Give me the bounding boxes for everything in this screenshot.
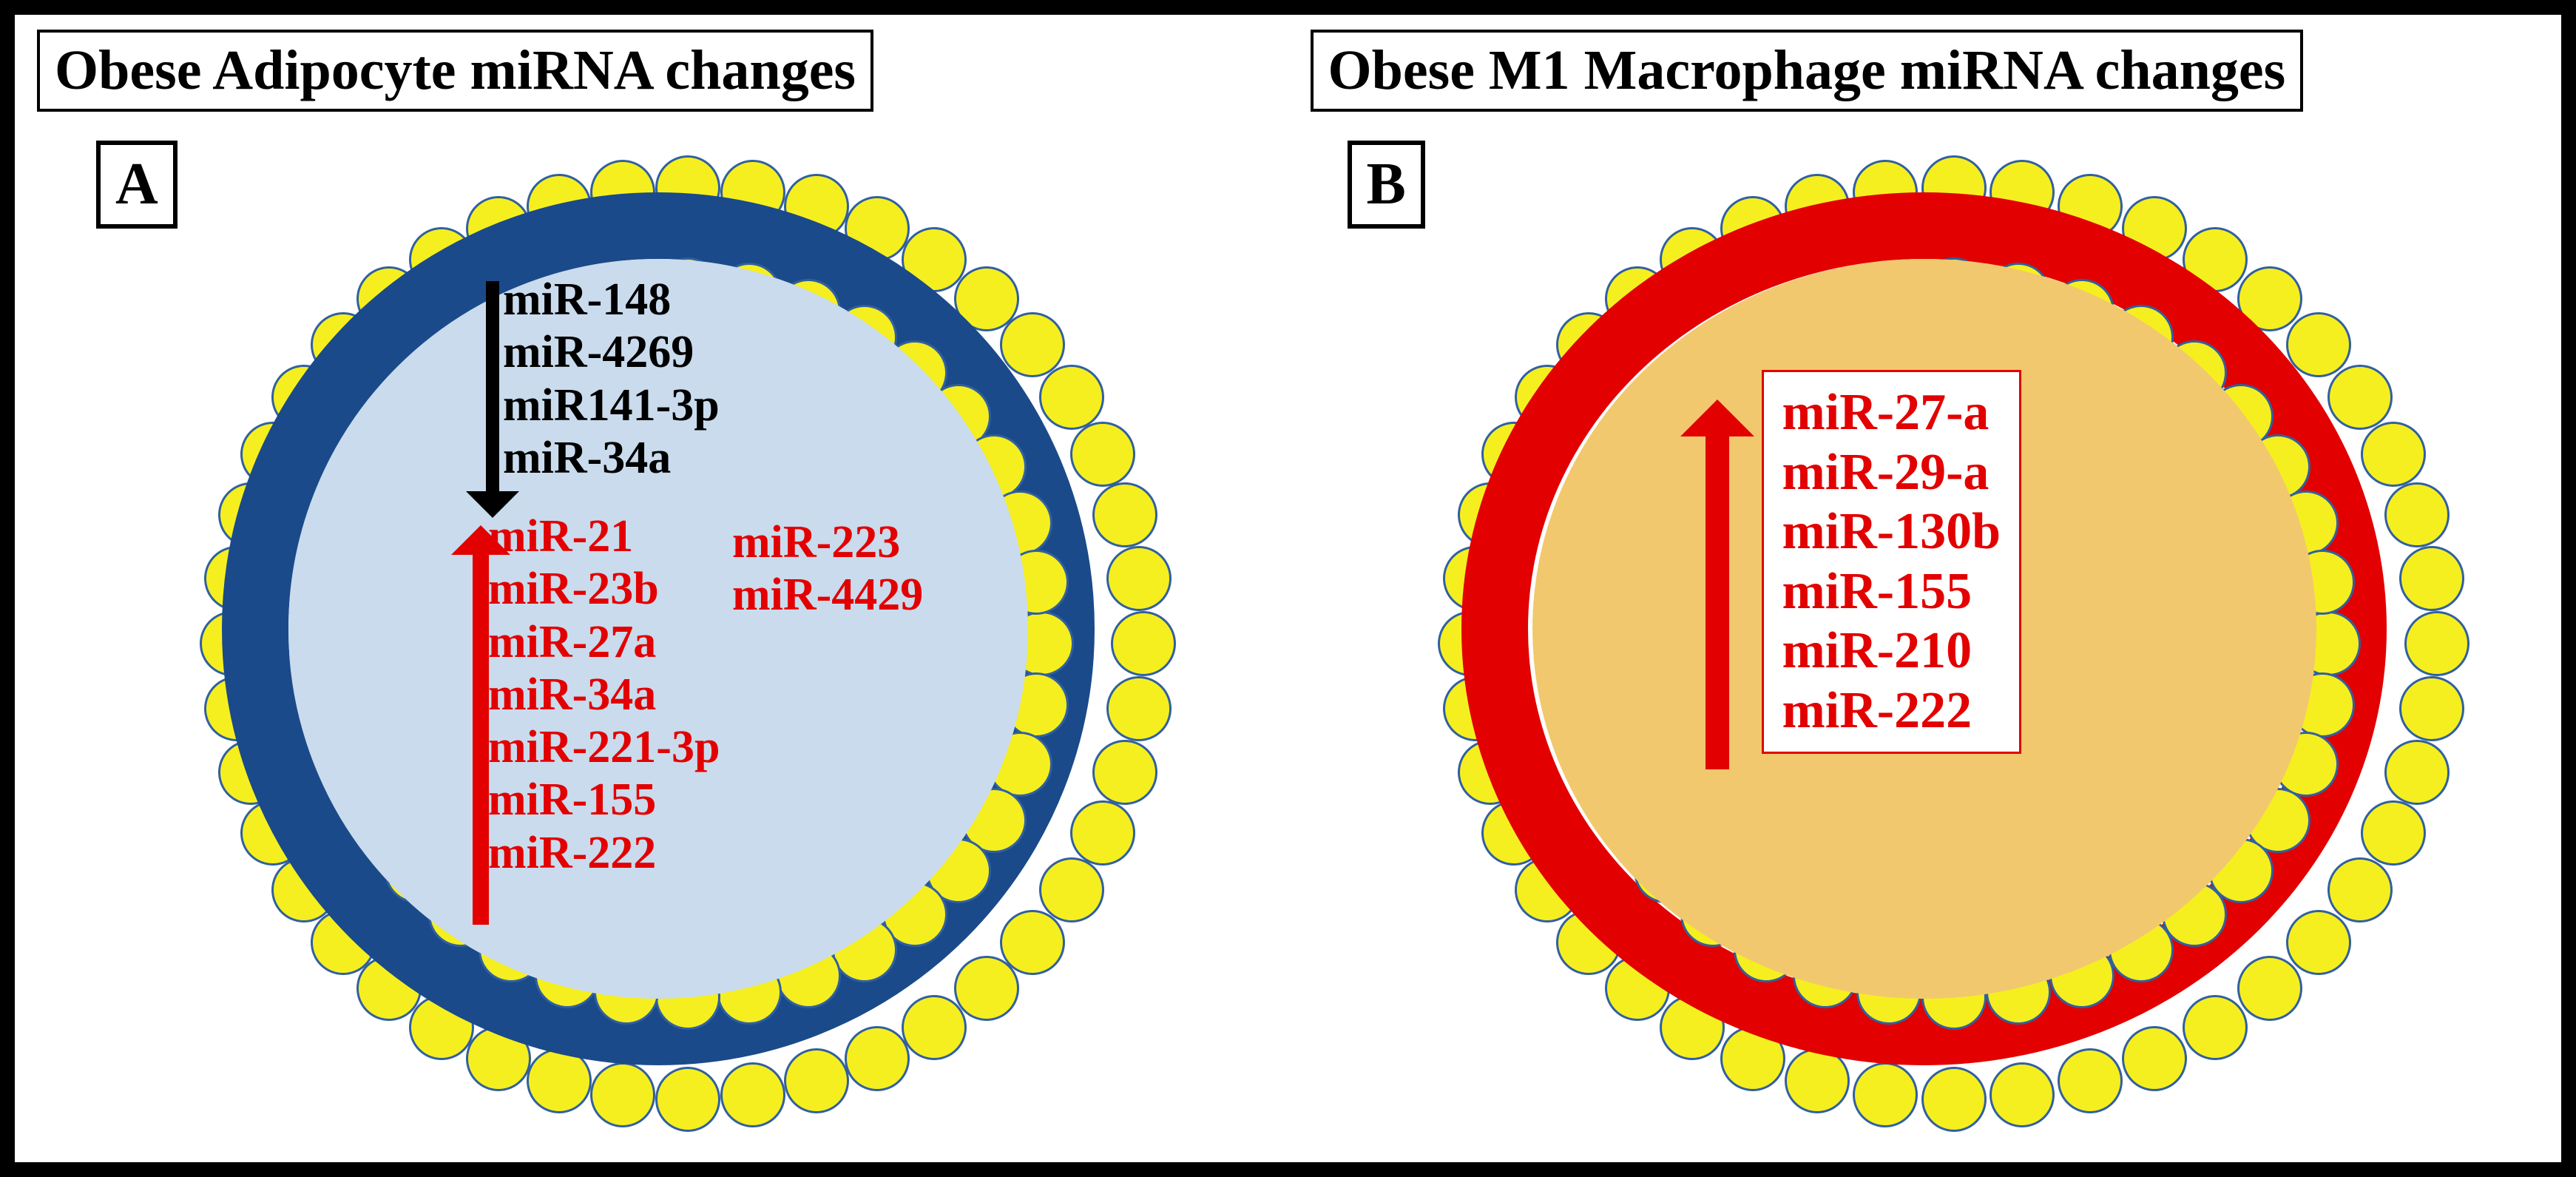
mirna-label: miR-27a — [488, 616, 720, 669]
mirna-label: miR-222 — [1782, 681, 2001, 741]
mirna-label: miR-223 — [732, 516, 923, 569]
diagram-frame: Obese Adipocyte miRNA changes A miR-148m… — [0, 0, 2576, 1177]
mirna-label: miR-4269 — [503, 326, 720, 379]
panel-a-letter: A — [96, 141, 178, 229]
mirna-label: miR-29-a — [1782, 443, 2001, 503]
mirna-label: miR-34a — [503, 432, 720, 485]
mirna-label: miR-148 — [503, 274, 720, 326]
mirna-label: miR-130b — [1782, 502, 2001, 562]
mirna-label: miR-210 — [1782, 621, 2001, 681]
panel-b-title: Obese M1 Macrophage miRNA changes — [1311, 30, 2304, 112]
mirna-label: miR-34a — [488, 669, 720, 721]
panel-a: Obese Adipocyte miRNA changes A miR-148m… — [15, 15, 1288, 1162]
panel-b: Obese M1 Macrophage miRNA changes B miR-… — [1288, 15, 2562, 1162]
mirna-label: miR-221-3p — [488, 721, 720, 774]
mirna-label: miR-222 — [488, 827, 720, 880]
mirna-label: miR-21 — [488, 510, 720, 563]
mirna-label: miR-27-a — [1782, 383, 2001, 443]
panel-b-letter: B — [1348, 141, 1425, 229]
mirna-label: miR-4429 — [732, 569, 923, 621]
mirna-label: miR-155 — [488, 774, 720, 826]
panel-a-title: Obese Adipocyte miRNA changes — [37, 30, 873, 112]
mirna-label: miR-155 — [1782, 562, 2001, 622]
mirna-label: miR141-3p — [503, 380, 720, 432]
mirna-label: miR-23b — [488, 563, 720, 616]
